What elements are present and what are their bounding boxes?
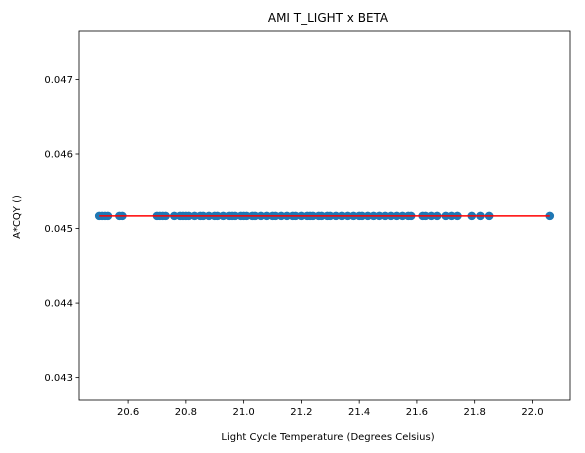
axis-ticks: 20.6 20.8 21.0 21.2 21.4 21.6 21.8 22.0 0.043 0.0… <box>44 75 543 418</box>
x-tick-label: 21.4 <box>348 407 370 418</box>
y-tick-label: 0.043 <box>44 373 73 384</box>
x-axis-label: Light Cycle Temperature (Degrees Celsius… <box>221 432 434 443</box>
y-tick-label: 0.045 <box>44 224 73 235</box>
y-tick-label: 0.044 <box>44 299 73 310</box>
y-tick-label: 0.047 <box>44 75 73 86</box>
x-tick-label: 21.6 <box>406 407 428 418</box>
y-axis-label: A*CQY () <box>12 195 23 239</box>
plot-frame <box>78 30 571 401</box>
x-tick-label: 22.0 <box>521 407 543 418</box>
plot-area <box>94 211 555 221</box>
x-tick-label: 20.8 <box>175 407 197 418</box>
y-tick-label: 0.046 <box>44 150 73 161</box>
x-tick-label: 21.0 <box>232 407 254 418</box>
chart-title: AMI T_LIGHT x BETA <box>268 11 389 25</box>
x-tick-label: 20.6 <box>117 407 139 418</box>
x-tick-label: 21.8 <box>464 407 486 418</box>
x-tick-label: 21.2 <box>290 407 312 418</box>
